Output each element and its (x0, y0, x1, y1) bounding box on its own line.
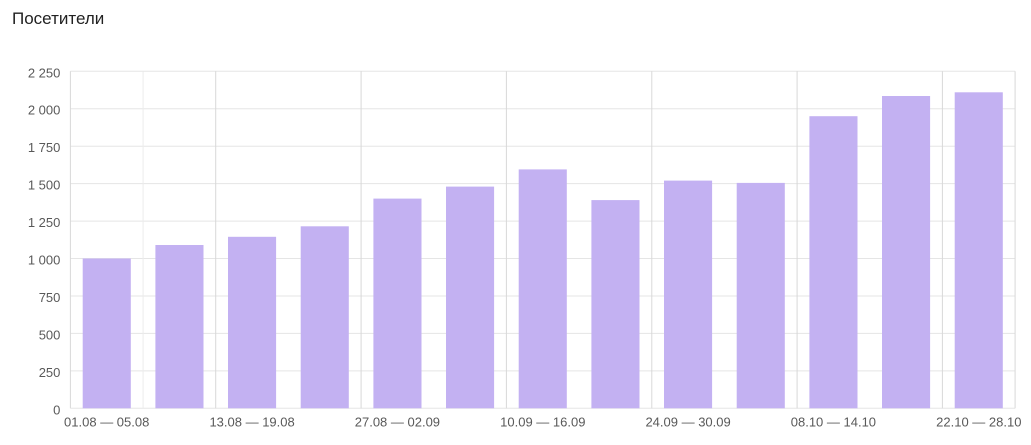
svg-text:22.10 — 28.10: 22.10 — 28.10 (936, 414, 1021, 429)
svg-text:250: 250 (39, 365, 61, 380)
svg-text:2 000: 2 000 (28, 103, 61, 118)
svg-text:0: 0 (53, 402, 60, 417)
svg-text:750: 750 (39, 290, 61, 305)
svg-text:500: 500 (39, 327, 61, 342)
svg-text:13.08 — 19.08: 13.08 — 19.08 (209, 414, 294, 429)
svg-text:1 500: 1 500 (28, 178, 61, 193)
svg-text:1 750: 1 750 (28, 140, 61, 155)
svg-text:24.09 — 30.09: 24.09 — 30.09 (645, 414, 730, 429)
svg-text:1 000: 1 000 (28, 253, 61, 268)
svg-text:01.08 — 05.08: 01.08 — 05.08 (64, 414, 149, 429)
svg-text:08.10 — 14.10: 08.10 — 14.10 (791, 414, 876, 429)
svg-text:10.09 — 16.09: 10.09 — 16.09 (500, 414, 585, 429)
svg-text:1 250: 1 250 (28, 215, 61, 230)
svg-text:2 250: 2 250 (28, 65, 61, 80)
svg-text:27.08 — 02.09: 27.08 — 02.09 (355, 414, 440, 429)
